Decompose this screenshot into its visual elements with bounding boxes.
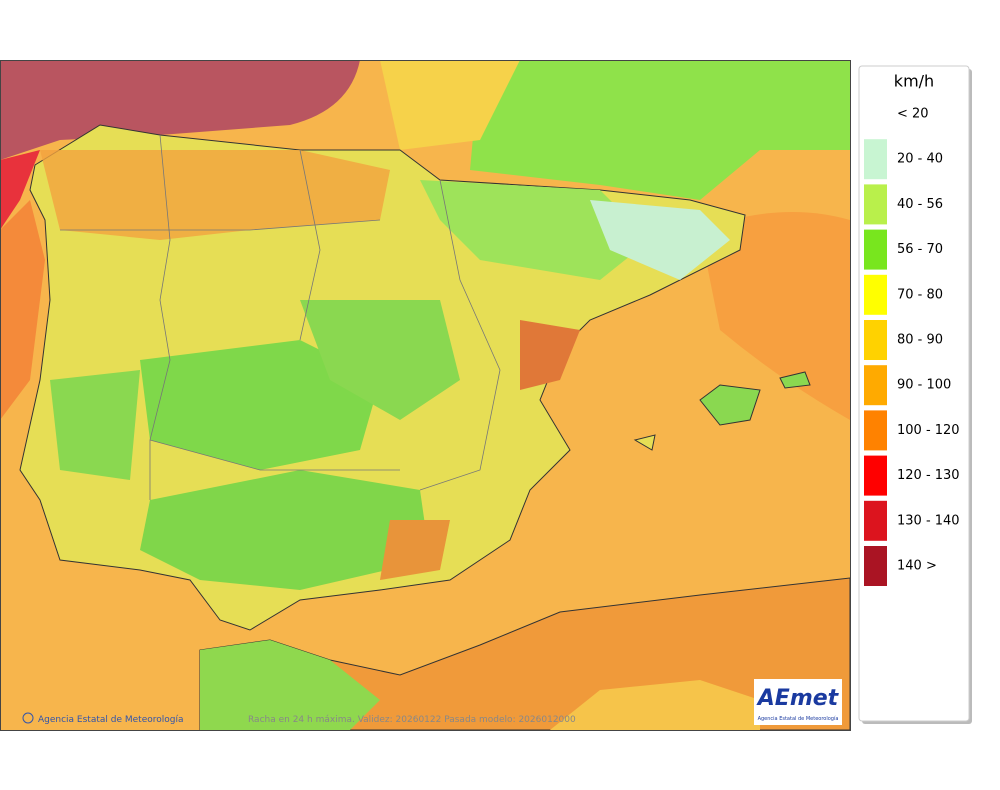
legend-label: 56 - 70 <box>897 242 943 257</box>
map-frame <box>0 60 851 731</box>
legend-swatch <box>864 139 887 180</box>
legend-swatch <box>864 184 887 225</box>
legend-swatch <box>864 410 887 451</box>
legend-swatch <box>864 500 887 541</box>
legend-label: 90 - 100 <box>897 378 951 393</box>
legend-swatch <box>864 365 887 406</box>
legend-swatch <box>864 320 887 360</box>
legend-label: 120 - 130 <box>897 468 960 483</box>
legend-label: 20 - 40 <box>897 152 943 167</box>
legend-label: 70 - 80 <box>897 287 943 302</box>
legend-swatch <box>864 455 887 496</box>
legend: < 20 20 - 40 40 - 56 56 - 70 70 - 80 80 - 90 9… <box>864 107 960 586</box>
map: Agencia Estatal de Meteorología Racha en… <box>0 60 850 730</box>
legend-label: 80 - 90 <box>897 333 943 348</box>
legend-swatch <box>864 274 887 315</box>
logo-subtitle: Agencia Estatal de Meteorología <box>758 715 839 722</box>
logo: AEmet <box>756 686 840 711</box>
legend-swatch <box>864 546 887 586</box>
logo-box <box>754 679 842 725</box>
legend-label: 40 - 56 <box>897 197 943 212</box>
legend-label: < 20 <box>897 107 929 122</box>
legend-swatch <box>864 229 887 270</box>
legend-label: 140 > <box>897 559 937 574</box>
credit: Agencia Estatal de Meteorología <box>38 715 184 725</box>
legend-label: 130 - 140 <box>897 513 960 528</box>
credit-icon <box>22 712 34 724</box>
legend-label: 100 - 120 <box>897 423 960 438</box>
legend-title: km/h <box>894 72 934 91</box>
caption: Racha en 24 h máxima. Validez: 20260122 … <box>248 715 576 725</box>
